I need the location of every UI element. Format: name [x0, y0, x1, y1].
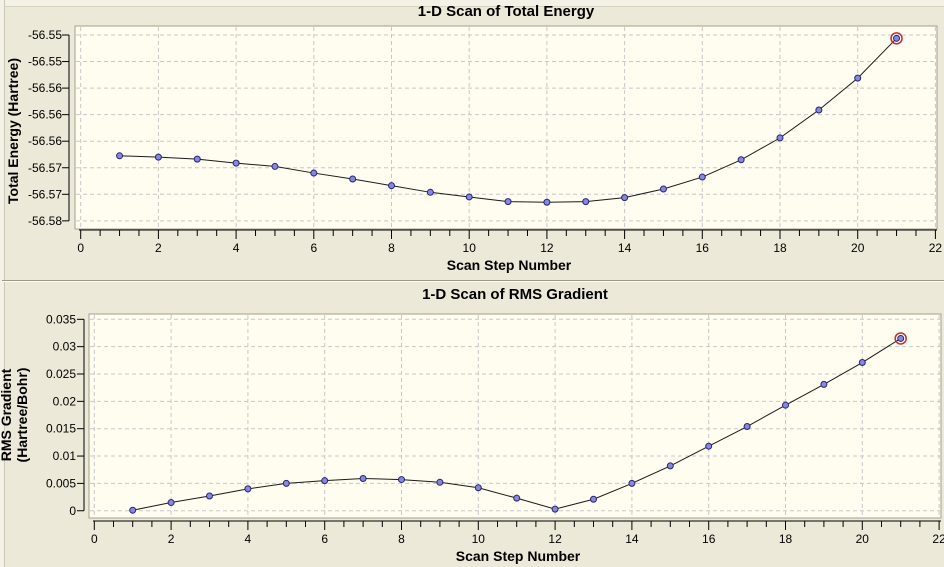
data-point[interactable]: [129, 506, 137, 514]
y-axis-title: RMS Gradient: [0, 368, 14, 461]
x-tick-label: 10: [463, 241, 477, 255]
panel-separator: [2, 280, 944, 282]
y-tick-label: -56.56: [28, 134, 62, 148]
y-axis-title: Total Energy (Hartree): [5, 58, 21, 204]
data-point[interactable]: [232, 159, 240, 167]
plot-area[interactable]: [88, 313, 942, 519]
x-tick-label: 18: [773, 241, 787, 255]
data-point[interactable]: [698, 173, 706, 181]
data-point[interactable]: [815, 106, 823, 114]
data-point[interactable]: [854, 74, 862, 82]
data-point[interactable]: [782, 401, 789, 409]
plot-area[interactable]: [74, 25, 938, 230]
y-tick-label: 0.01: [53, 449, 77, 463]
y-tick-label: 0.035: [46, 312, 76, 326]
x-tick-label: 16: [696, 241, 710, 255]
x-tick-label: 20: [856, 532, 870, 546]
window-edge-left: [0, 0, 5, 567]
data-point[interactable]: [551, 505, 559, 513]
x-tick-label: 4: [233, 241, 240, 255]
data-point[interactable]: [743, 423, 751, 431]
data-point[interactable]: [590, 495, 597, 503]
x-axis-title: Scan Step Number: [456, 548, 581, 564]
x-tick-label: 6: [321, 532, 328, 546]
data-point[interactable]: [359, 474, 367, 482]
data-point[interactable]: [776, 134, 784, 142]
x-tick-label: 20: [851, 241, 865, 255]
y-tick-label: 0: [69, 504, 76, 518]
data-point[interactable]: [820, 380, 828, 388]
data-point[interactable]: [436, 478, 444, 486]
data-point[interactable]: [582, 198, 590, 206]
x-tick-label: 2: [155, 241, 162, 255]
y-tick-label: -56.57: [28, 161, 62, 175]
window-edge-top: [0, 0, 944, 7]
y-tick-label: -56.57: [28, 187, 62, 201]
x-tick-label: 4: [245, 532, 252, 546]
data-point[interactable]: [628, 479, 636, 487]
x-tick-label: 12: [540, 241, 554, 255]
rms-gradient-chart[interactable]: 0.035 0.03 0.025 0.02 0.015 0.01 0.005 0 0 2 4 6 8 10…: [0, 283, 944, 567]
data-point[interactable]: [310, 169, 318, 177]
y-tick-label: -56.56: [28, 108, 62, 122]
x-tick-label: 8: [388, 241, 395, 255]
data-point[interactable]: [321, 477, 329, 485]
y-tick-label: 0.02: [53, 394, 77, 408]
x-tick-label: 16: [702, 532, 716, 546]
data-point[interactable]: [116, 152, 124, 160]
y-tick-label: 0.015: [46, 422, 76, 436]
data-point[interactable]: [271, 162, 279, 170]
data-point[interactable]: [893, 34, 901, 42]
x-tick-label: 22: [932, 532, 944, 546]
y-tick-label: 0.03: [53, 340, 77, 354]
data-point[interactable]: [659, 185, 667, 193]
data-point[interactable]: [513, 494, 521, 502]
data-point[interactable]: [705, 442, 713, 450]
data-point[interactable]: [167, 499, 175, 507]
x-tick-label: 10: [472, 532, 486, 546]
data-point[interactable]: [244, 485, 252, 493]
x-tick-label: 0: [77, 241, 84, 255]
y-axis-title: (Hartree/Bohr): [14, 368, 30, 463]
y-tick-label: 0.025: [46, 367, 76, 381]
x-tick-label: 14: [625, 532, 639, 546]
x-tick-label: 0: [91, 532, 98, 546]
selected-point-ring[interactable]: [894, 332, 907, 345]
data-point[interactable]: [858, 359, 866, 367]
data-point[interactable]: [897, 334, 905, 342]
data-point[interactable]: [282, 479, 290, 487]
y-tick-label: -56.58: [28, 214, 62, 228]
data-point[interactable]: [388, 182, 395, 190]
data-point[interactable]: [398, 476, 405, 484]
total-energy-chart[interactable]: -56.55 -56.55 -56.56 -56.56 -56.56 -56.57 -56.…: [0, 0, 944, 280]
data-point[interactable]: [154, 153, 162, 161]
y-tick-label: -56.55: [28, 28, 62, 42]
x-tick-label: 14: [618, 241, 632, 255]
data-point[interactable]: [426, 188, 434, 196]
y-tick-label: -56.56: [28, 81, 62, 95]
data-point[interactable]: [621, 194, 629, 202]
y-tick-label: 0.005: [46, 476, 76, 490]
data-point[interactable]: [666, 462, 674, 470]
x-tick-label: 18: [779, 532, 793, 546]
x-tick-label: 22: [929, 241, 943, 255]
x-tick-label: 12: [548, 532, 562, 546]
data-point[interactable]: [349, 175, 357, 183]
x-tick-label: 6: [310, 241, 317, 255]
data-point[interactable]: [543, 198, 551, 206]
y-tick-label: -56.55: [28, 55, 62, 69]
data-point[interactable]: [504, 198, 512, 206]
data-point[interactable]: [206, 492, 213, 500]
data-point[interactable]: [737, 156, 745, 164]
data-point[interactable]: [193, 155, 201, 163]
data-point[interactable]: [474, 484, 482, 492]
data-point[interactable]: [465, 193, 473, 201]
x-axis-title: Scan Step Number: [447, 257, 572, 273]
selected-point-ring[interactable]: [890, 32, 903, 45]
x-tick-label: 2: [168, 532, 175, 546]
x-tick-label: 8: [398, 532, 405, 546]
